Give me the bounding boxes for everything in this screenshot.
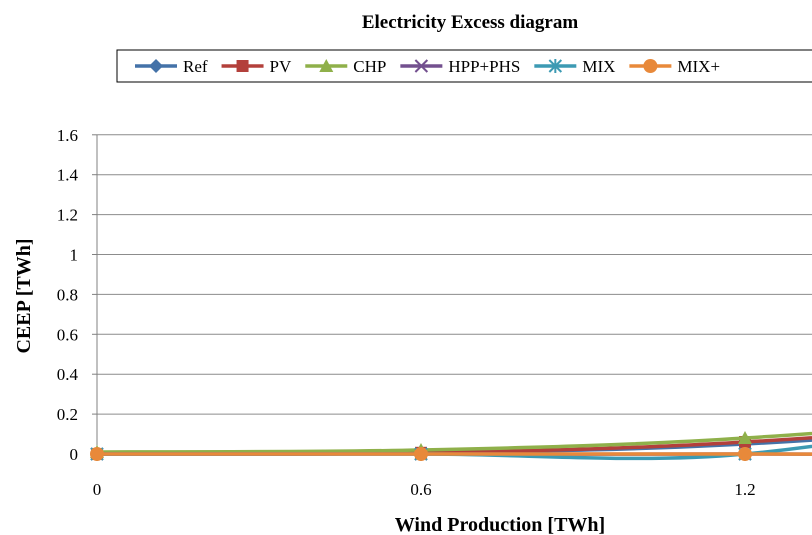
series-line <box>95 444 812 461</box>
series-CHP <box>90 431 812 459</box>
y-tick-label: 1.2 <box>57 206 78 225</box>
x-tick-label: 0 <box>93 480 102 499</box>
series-line <box>95 452 812 456</box>
series-line <box>95 435 812 456</box>
legend-label: CHP <box>353 57 386 76</box>
legend-marker <box>414 59 429 73</box>
legend-marker <box>149 59 163 73</box>
y-tick-label: 1.6 <box>57 126 78 145</box>
legend-label: HPP+PHS <box>448 57 520 76</box>
series-line <box>95 431 812 454</box>
series-PV <box>91 435 812 460</box>
legend-label: MIX <box>582 57 615 76</box>
legend-marker <box>236 60 249 72</box>
legend: Ref PV CHP HPP+PHS MIX MIX+ <box>116 49 812 83</box>
y-axis-title: CEEP [TWh] <box>13 238 35 353</box>
series-MIX+ <box>90 447 812 461</box>
data-point <box>738 431 752 445</box>
legend-item: CHP <box>305 57 386 76</box>
legend-item: PV <box>221 57 292 76</box>
data-point <box>738 447 752 461</box>
data-point <box>90 447 104 461</box>
y-tick-label: 0.2 <box>57 405 78 424</box>
legend-label: PV <box>270 57 292 76</box>
legend-marker <box>643 59 658 73</box>
chart-title: Electricity Excess diagram <box>362 12 579 33</box>
y-tick-label: 1.4 <box>57 166 79 185</box>
legend-item: MIX <box>534 57 615 76</box>
y-tick-label: 1 <box>70 246 79 265</box>
x-tick-label: 0.6 <box>410 480 431 499</box>
legend-item: Ref <box>135 57 208 76</box>
legend-item: MIX+ <box>629 57 720 76</box>
x-axis-title: Wind Production [TWh] <box>395 514 605 535</box>
y-tick-label: 0 <box>70 445 79 464</box>
legend-marker <box>319 59 334 72</box>
x-tick-label: 1.2 <box>734 480 755 499</box>
series-line <box>95 438 812 456</box>
y-tick-label: 0.8 <box>57 285 78 304</box>
data-point <box>414 447 428 461</box>
series-Ref <box>90 437 812 461</box>
legend-label: MIX+ <box>677 57 720 76</box>
y-tick-label: 0.4 <box>57 365 79 384</box>
series-MIX <box>90 444 812 461</box>
legend-label: Ref <box>183 57 208 76</box>
legend-marker <box>548 59 563 73</box>
y-tick-label: 0.6 <box>57 325 78 344</box>
legend-item: HPP+PHS <box>400 57 520 76</box>
